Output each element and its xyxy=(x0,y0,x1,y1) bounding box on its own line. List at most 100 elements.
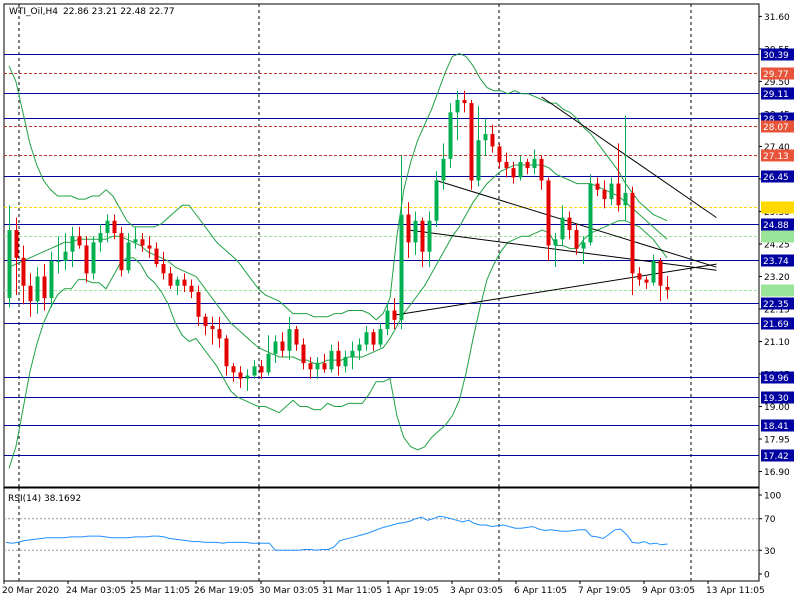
candle-body xyxy=(308,363,313,370)
price-axis: 31.6030.5529.5028.4527.4026.3525.3024.25… xyxy=(759,13,790,478)
rsi-line xyxy=(5,515,668,551)
candle-body xyxy=(658,260,663,286)
time-tick-label: 7 Apr 19:05 xyxy=(578,586,631,596)
candle-body xyxy=(217,329,222,339)
candle-body xyxy=(154,248,159,265)
candle-body xyxy=(546,180,551,246)
rsi-series-line xyxy=(5,515,668,551)
price-tick-label: 24.25 xyxy=(764,240,790,250)
candle-body xyxy=(588,183,593,243)
candle-body xyxy=(280,341,285,351)
candle-body xyxy=(231,366,236,373)
price-level-tag xyxy=(761,48,794,61)
rsi-tick-label: 0 xyxy=(764,571,770,581)
price-level-label: 19.30 xyxy=(763,394,789,404)
price-level-label: 27.13 xyxy=(763,152,789,162)
candle-body xyxy=(91,242,96,274)
price-level-tag xyxy=(761,297,794,310)
candle-body xyxy=(665,286,670,290)
candle-body xyxy=(224,338,229,367)
price-level-tag xyxy=(761,284,794,297)
candle-body xyxy=(357,344,362,351)
candle-body xyxy=(77,236,82,246)
candle-body xyxy=(105,220,110,234)
price-level-tag xyxy=(761,218,794,231)
candle-body xyxy=(294,329,299,345)
candle-body xyxy=(210,326,215,330)
time-tick-label: 3 Apr 03:05 xyxy=(450,586,503,596)
candle-body xyxy=(560,217,565,240)
candle-body xyxy=(623,192,628,206)
candlesticks xyxy=(7,90,670,392)
candle-body xyxy=(35,276,40,302)
time-axis: 20 Mar 2020 24 Mar 03:05 25 Mar 11:05 26 Ma… xyxy=(2,581,765,596)
trendlines xyxy=(394,96,717,316)
trendline xyxy=(541,96,717,219)
price-tick-label: 27.40 xyxy=(764,143,790,153)
candle-body xyxy=(252,366,257,376)
trendline xyxy=(408,229,717,271)
candle-body xyxy=(399,214,404,320)
candle-body xyxy=(420,220,425,252)
price-level-tag xyxy=(761,254,794,267)
candle-body xyxy=(63,251,68,261)
time-tick-label: 1 Apr 19:05 xyxy=(386,586,439,596)
candle-body xyxy=(371,332,376,345)
candle-body xyxy=(427,220,432,252)
candle-body xyxy=(147,245,152,249)
price-level-label: 24.88 xyxy=(763,221,789,231)
price-level-tag xyxy=(761,67,794,80)
price-level-tag xyxy=(761,449,794,462)
candle-body xyxy=(581,242,586,249)
candle-body xyxy=(525,161,530,169)
price-level-tag xyxy=(761,391,794,404)
price-level-label: 22.35 xyxy=(763,300,789,310)
price-level-tag xyxy=(761,230,794,243)
price-level-tag xyxy=(761,149,794,162)
time-tick-label: 13 Apr 11:05 xyxy=(706,586,765,596)
candle-body xyxy=(175,279,180,286)
candle-body xyxy=(609,183,614,200)
candle-body xyxy=(56,260,61,262)
price-tick-label: 21.10 xyxy=(764,338,790,348)
candle-body xyxy=(84,245,89,274)
candle-body xyxy=(630,192,635,274)
price-level-label: 28.07 xyxy=(763,123,789,133)
rsi-title: RSI(14) 38.1692 xyxy=(8,494,81,504)
price-level-label: 28.32 xyxy=(763,115,789,125)
candle-body xyxy=(287,329,292,351)
candle-body xyxy=(28,285,33,302)
price-tick-label: 29.50 xyxy=(764,78,790,88)
candle-body xyxy=(49,260,54,299)
candle-body xyxy=(553,239,558,246)
price-tick-label: 22.15 xyxy=(764,305,790,315)
candle-body xyxy=(98,233,103,243)
trendline xyxy=(394,263,717,316)
price-level-label: 21.69 xyxy=(763,320,789,330)
price-level-label: 30.39 xyxy=(763,51,789,61)
candle-body xyxy=(441,158,446,181)
price-level-label: 18.41 xyxy=(763,422,789,432)
candle-body xyxy=(245,375,250,379)
candle-body xyxy=(476,140,481,181)
rsi-tick-label: 70 xyxy=(764,515,776,525)
price-level-label: 17.42 xyxy=(763,452,789,462)
candle-body xyxy=(140,239,145,246)
candle-body xyxy=(343,356,348,367)
candle-body xyxy=(329,350,334,370)
candle-body xyxy=(273,341,278,354)
price-level-tag xyxy=(761,120,794,133)
price-level-tag xyxy=(761,170,794,183)
time-tick-label: 6 Apr 11:05 xyxy=(514,586,567,596)
candle-body xyxy=(336,350,341,367)
candle-body xyxy=(203,316,208,326)
time-tick-label: 9 Apr 03:05 xyxy=(642,586,695,596)
price-tick-label: 19.00 xyxy=(764,403,790,413)
candle-body xyxy=(182,279,187,286)
candle-body xyxy=(539,158,544,181)
candle-body xyxy=(504,161,509,169)
price-level-tag xyxy=(761,317,794,330)
price-tick-label: 16.90 xyxy=(764,468,790,478)
